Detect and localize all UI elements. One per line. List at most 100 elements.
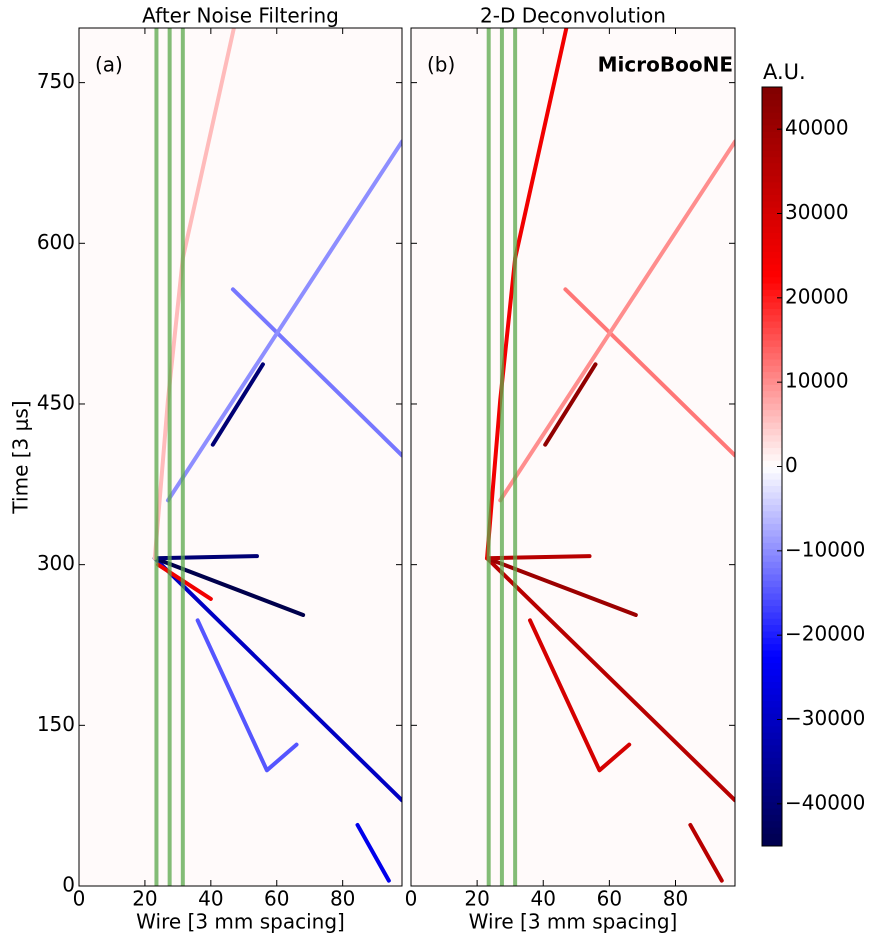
track (152, 556, 306, 617)
colorbar-tick-label: 20000 (785, 284, 849, 308)
colorbar-cell (762, 143, 782, 151)
panel-title: 2-D Deconvolution (480, 4, 666, 28)
colorbar-cell (762, 523, 782, 531)
track (485, 28, 569, 561)
colorbar-cell (762, 555, 782, 562)
colorbar-cell (762, 358, 782, 366)
colorbar-cell (762, 289, 782, 297)
colorbar-cell (762, 681, 782, 689)
plot-area (79, 28, 402, 886)
colorbar-cell (762, 574, 782, 581)
colorbar-cell (762, 428, 782, 436)
colorbar-cell (762, 472, 782, 480)
colorbar-cell (762, 314, 782, 322)
colorbar-cell (762, 504, 782, 512)
colorbar-cell (762, 839, 782, 847)
colorbar-cell (762, 124, 782, 132)
colorbar-cell (762, 744, 782, 752)
plot-background (411, 28, 735, 886)
colorbar-cell (762, 403, 782, 411)
colorbar-cell (762, 169, 782, 177)
colorbar-cell (762, 200, 782, 208)
colorbar-cell (762, 460, 782, 467)
colorbar-cell (762, 162, 782, 170)
colorbar-cell (762, 485, 782, 493)
colorbar-cell (762, 808, 782, 815)
panel-label: (a) (95, 53, 123, 77)
x-tick-label: 80 (663, 887, 688, 911)
colorbar-cell (762, 719, 782, 727)
colorbar-cell (762, 820, 782, 828)
colorbar-cell (762, 245, 782, 252)
colorbar-cell (762, 441, 782, 449)
colorbar-cell (762, 264, 782, 271)
colorbar-cell (762, 605, 782, 613)
track (498, 139, 735, 503)
colorbar-cell (762, 656, 782, 664)
colorbar-cell (762, 131, 782, 139)
y-tick-label: 450 (37, 390, 75, 414)
colorbar-cell (762, 409, 782, 417)
colorbar-cell (762, 536, 782, 543)
track (528, 618, 632, 773)
colorbar-cell (762, 751, 782, 758)
x-tick-label: 0 (73, 887, 86, 911)
x-tick-label: 60 (597, 887, 622, 911)
colorbar-cell (762, 491, 782, 499)
colorbar-cell (762, 219, 782, 227)
track (195, 618, 299, 773)
plot-background (79, 28, 402, 886)
colorbar-cell (762, 365, 782, 373)
colorbar-cell (762, 624, 782, 632)
colorbar-cell (762, 238, 782, 246)
colorbar-cell (762, 422, 782, 430)
colorbar-cell (762, 194, 782, 202)
colorbar-cell (762, 118, 782, 126)
colorbar-cell (762, 757, 782, 765)
colorbar-cell (762, 295, 782, 303)
colorbar-cell (762, 586, 782, 594)
colorbar-cell (762, 371, 782, 379)
colorbar-cell (762, 801, 782, 809)
colorbar-cell (762, 340, 782, 347)
colorbar-cell (762, 352, 782, 360)
colorbar-cell (762, 618, 782, 626)
colorbar-cell (762, 567, 782, 575)
colorbar-tick-label: −40000 (785, 790, 865, 814)
colorbar-cell (762, 517, 782, 524)
x-tick-label: 60 (264, 887, 289, 911)
colorbar-cell (762, 251, 782, 259)
colorbar-cell (762, 529, 782, 537)
colorbar-cell (762, 150, 782, 158)
track (210, 362, 265, 447)
colorbar-cell (762, 599, 782, 607)
colorbar-cell (762, 649, 782, 657)
colorbar-cell (762, 453, 782, 461)
y-tick-label: 750 (37, 69, 75, 93)
colorbar-cell (762, 763, 782, 771)
plot-area (411, 28, 735, 886)
track (485, 554, 592, 561)
colorbar-cell (762, 732, 782, 739)
colorbar-cell (762, 593, 782, 600)
colorbar-cell (762, 207, 782, 214)
colorbar-cell (762, 776, 782, 784)
colorbar-label: A.U. (763, 60, 806, 84)
colorbar-cell (762, 276, 782, 284)
x-tick-label: 40 (198, 887, 223, 911)
colorbar-cell (762, 795, 782, 803)
colorbar-cell (762, 725, 782, 733)
colorbar-cell (762, 384, 782, 392)
track (152, 28, 236, 561)
colorbar-cell (762, 213, 782, 221)
colorbar-cell (762, 232, 782, 240)
track (563, 287, 735, 458)
track (355, 822, 391, 883)
y-tick-label: 0 (62, 873, 75, 897)
track (485, 556, 735, 803)
y-tick-label: 150 (37, 712, 75, 736)
track (152, 554, 259, 561)
track (152, 556, 402, 803)
colorbar-cell (762, 687, 782, 695)
colorbar-cell (762, 738, 782, 746)
